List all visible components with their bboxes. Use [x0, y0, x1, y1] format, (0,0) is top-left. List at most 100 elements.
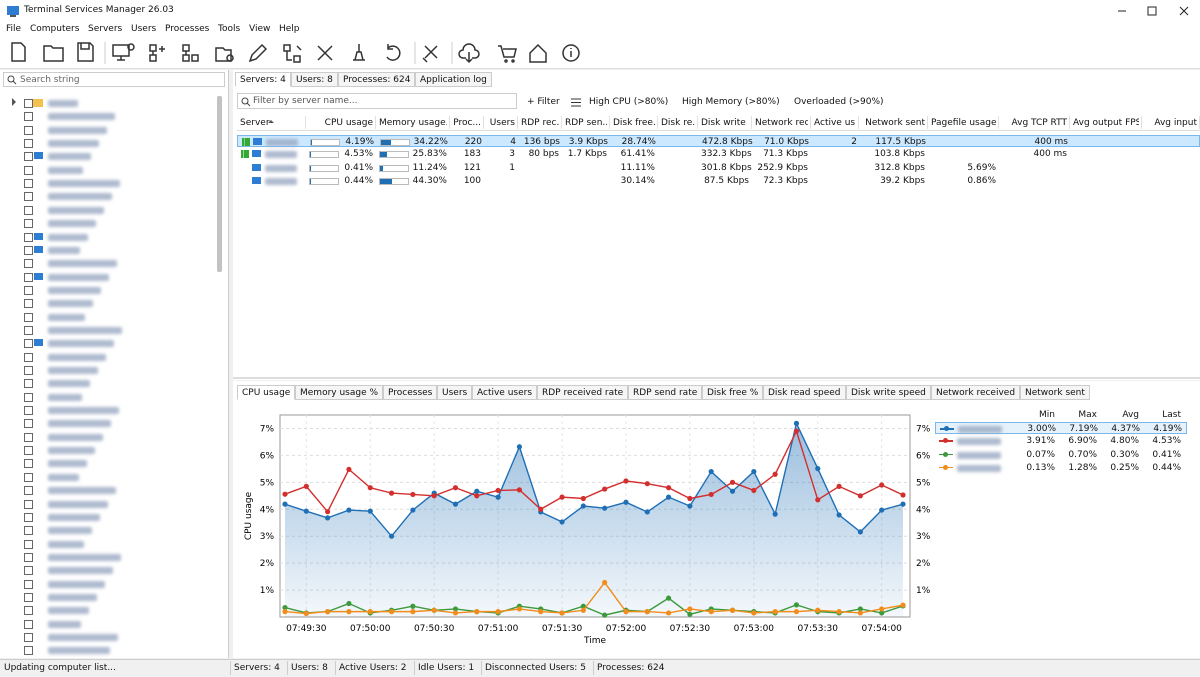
menu-item[interactable]: Tools	[218, 24, 240, 34]
tree-row[interactable]	[0, 351, 216, 363]
checkbox[interactable]	[24, 633, 33, 642]
window-controls[interactable]	[1110, 0, 1200, 22]
chart-tab[interactable]: Disk write speed	[846, 385, 931, 400]
column-header[interactable]: Network rec...	[755, 118, 808, 128]
chart-tab[interactable]: Disk read speed	[763, 385, 846, 400]
tree-row[interactable]	[0, 404, 216, 416]
column-header[interactable]: CPU usage	[309, 118, 373, 128]
checkbox[interactable]	[24, 99, 33, 108]
checkbox[interactable]	[24, 473, 33, 482]
column-header[interactable]: Active us...	[814, 118, 856, 128]
checkbox[interactable]	[24, 513, 33, 522]
tree-row[interactable]	[0, 217, 216, 229]
chart-tab[interactable]: Network sent	[1020, 385, 1090, 400]
filter-menu-icon[interactable]	[571, 98, 581, 107]
tree-row[interactable]	[0, 417, 216, 429]
menu-item[interactable]: Computers	[30, 24, 79, 34]
column-header[interactable]: Memory usage...	[379, 118, 447, 128]
checkbox[interactable]	[24, 446, 33, 455]
menu-item[interactable]: Processes	[165, 24, 209, 34]
chart-tab[interactable]: Active users	[472, 385, 537, 400]
column-header[interactable]: Network sent	[862, 118, 925, 128]
tree-row[interactable]	[0, 150, 216, 162]
tree-row[interactable]	[0, 444, 216, 456]
checkbox[interactable]	[24, 259, 33, 268]
filter-preset[interactable]: Overloaded (>90%)	[794, 97, 884, 107]
chart-tab[interactable]: RDP send rate	[628, 385, 702, 400]
tree-row[interactable]	[0, 364, 216, 376]
checkbox[interactable]	[24, 393, 33, 402]
tree-row[interactable]	[0, 190, 216, 202]
column-header[interactable]: Avg TCP RTT	[1002, 118, 1067, 128]
tree-row[interactable]	[0, 578, 216, 590]
tree-row[interactable]	[0, 457, 216, 469]
tree-row[interactable]	[0, 231, 216, 243]
add-filter-button[interactable]: + Filter	[527, 97, 560, 107]
chart-tab[interactable]: Network received	[931, 385, 1020, 400]
tree-row[interactable]	[0, 204, 216, 216]
checkbox[interactable]	[24, 126, 33, 135]
checkbox[interactable]	[24, 606, 33, 615]
menu-item[interactable]: File	[6, 24, 21, 34]
toolbar-icons[interactable]	[0, 36, 600, 68]
computer-tree[interactable]	[0, 94, 216, 658]
legend-row[interactable]: 3.00%7.19%4.37%4.19%	[935, 422, 1187, 434]
checkbox[interactable]	[24, 326, 33, 335]
tree-row[interactable]	[0, 311, 216, 323]
checkbox[interactable]	[24, 593, 33, 602]
tree-row[interactable]	[0, 471, 216, 483]
tree-row[interactable]	[0, 284, 216, 296]
checkbox[interactable]	[24, 459, 33, 468]
menu-item[interactable]: Help	[279, 24, 300, 34]
search-box[interactable]: Search string	[3, 72, 225, 87]
filter-preset[interactable]: High Memory (>80%)	[682, 97, 780, 107]
tree-row[interactable]	[0, 644, 216, 656]
checkbox[interactable]	[24, 526, 33, 535]
menu-item[interactable]: Servers	[88, 24, 122, 34]
checkbox[interactable]	[24, 139, 33, 148]
checkbox[interactable]	[24, 273, 33, 282]
checkbox[interactable]	[24, 233, 33, 242]
checkbox[interactable]	[24, 299, 33, 308]
checkbox[interactable]	[24, 286, 33, 295]
column-header[interactable]: Users	[487, 118, 515, 128]
filter-preset[interactable]: High CPU (>80%)	[589, 97, 668, 107]
tree-row[interactable]	[0, 431, 216, 443]
checkbox[interactable]	[24, 353, 33, 362]
column-header[interactable]: Disk write ...	[701, 118, 749, 128]
checkbox[interactable]	[24, 646, 33, 655]
tree-row[interactable]	[0, 324, 216, 336]
tree-row[interactable]	[0, 564, 216, 576]
chart-tab[interactable]: CPU usage	[237, 385, 295, 400]
tree-row[interactable]	[0, 618, 216, 630]
tree-row[interactable]	[0, 137, 216, 149]
tree-row[interactable]	[0, 604, 216, 616]
column-header[interactable]: Avg output FPS	[1073, 118, 1139, 128]
chart-tab[interactable]: Disk free %	[702, 385, 763, 400]
checkbox[interactable]	[24, 206, 33, 215]
splitter[interactable]	[233, 377, 1200, 379]
checkbox[interactable]	[24, 166, 33, 175]
tree-row[interactable]	[0, 257, 216, 269]
menu-item[interactable]: View	[249, 24, 270, 34]
menu-item[interactable]: Users	[131, 24, 156, 34]
tree-row[interactable]	[0, 271, 216, 283]
chart-tab[interactable]: Users	[437, 385, 472, 400]
checkbox[interactable]	[24, 313, 33, 322]
tab[interactable]: Users: 8	[291, 72, 338, 87]
chart-tab[interactable]: Processes	[383, 385, 437, 400]
tree-row[interactable]	[0, 164, 216, 176]
column-header[interactable]: RDP rec...	[521, 118, 559, 128]
chart-tab[interactable]: Memory usage %	[295, 385, 383, 400]
column-header[interactable]: Disk free...	[613, 118, 655, 128]
checkbox[interactable]	[24, 406, 33, 415]
column-header[interactable]: Avg input	[1145, 118, 1197, 128]
tree-row[interactable]	[0, 551, 216, 563]
checkbox[interactable]	[24, 620, 33, 629]
column-header[interactable]: Proc...	[453, 118, 481, 128]
tree-row[interactable]	[0, 97, 216, 109]
legend-row[interactable]: 3.91%6.90%4.80%4.53%	[935, 435, 1187, 447]
